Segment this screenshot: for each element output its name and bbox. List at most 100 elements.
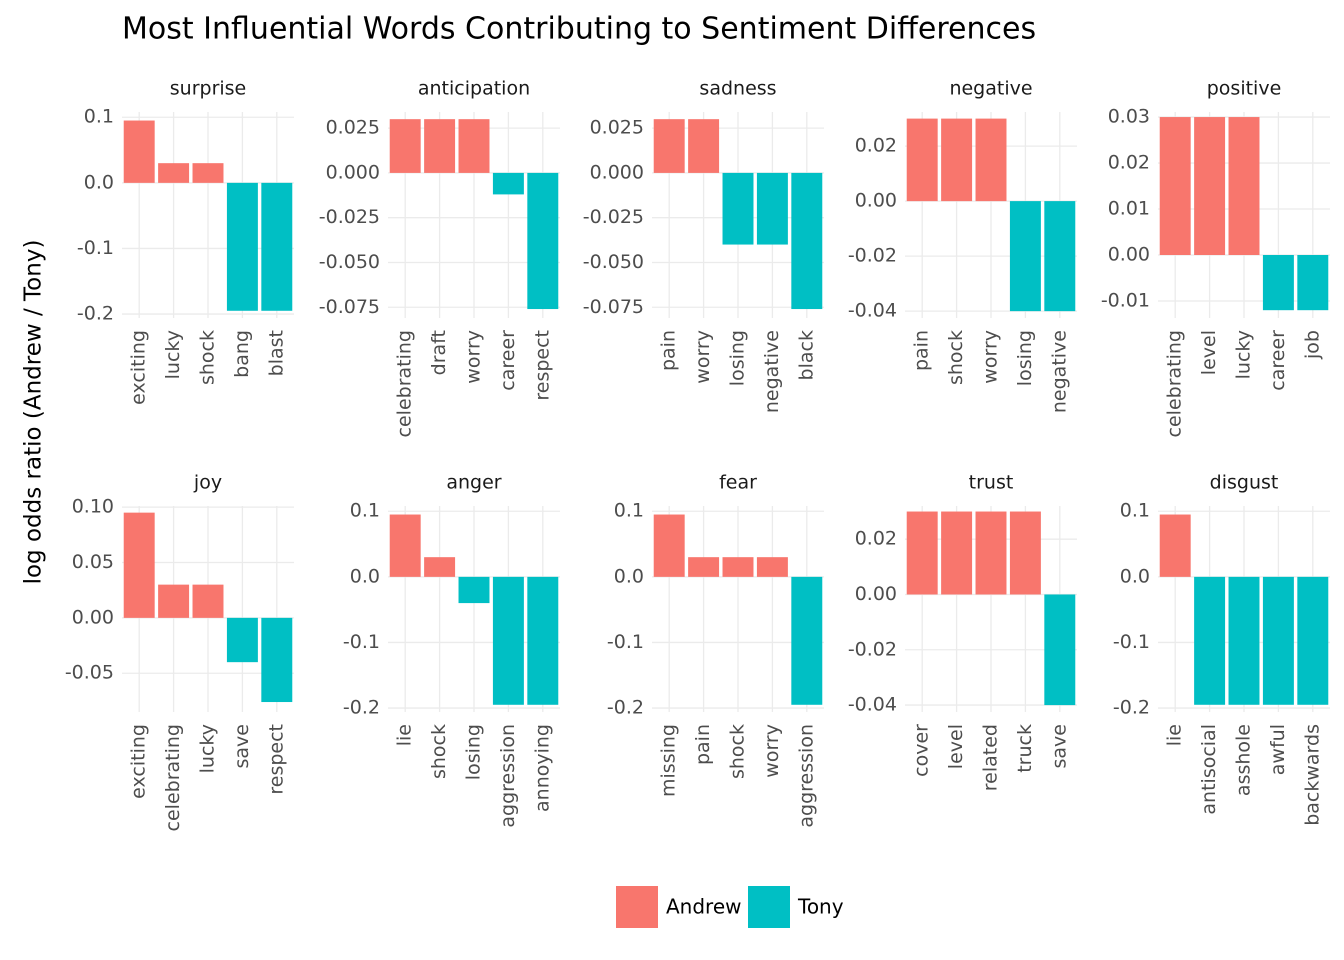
y-tick-label: -0.2 xyxy=(77,303,114,325)
bar xyxy=(941,118,973,202)
y-tick-label: 0.02 xyxy=(855,528,897,550)
x-tick-label: aggression xyxy=(497,724,519,828)
bar xyxy=(1262,576,1294,705)
y-tick-label: 0.0 xyxy=(1120,565,1150,587)
bar xyxy=(424,557,456,577)
facet-title: trust xyxy=(969,472,1014,494)
bar xyxy=(1194,576,1226,705)
y-tick-label: -0.075 xyxy=(583,296,644,318)
y-tick-label: -0.04 xyxy=(848,694,897,716)
bar xyxy=(756,557,788,577)
x-tick-label: respect xyxy=(531,330,553,401)
x-tick-label: celebrating xyxy=(162,724,184,831)
bar xyxy=(1297,576,1329,705)
x-tick-label: respect xyxy=(265,724,287,795)
bar xyxy=(458,119,490,173)
x-tick-label: losing xyxy=(1014,330,1036,386)
x-tick-label: level xyxy=(1198,330,1220,375)
y-tick-label: 0.1 xyxy=(1120,500,1150,522)
y-tick-label: 0.1 xyxy=(84,106,114,128)
x-tick-label: cover xyxy=(911,724,933,777)
bar xyxy=(756,172,788,245)
facet-title: negative xyxy=(949,78,1032,100)
y-tick-label: 0.1 xyxy=(614,500,644,522)
x-tick-label: awful xyxy=(1267,724,1289,775)
bar xyxy=(1228,117,1260,256)
x-tick-label: worry xyxy=(463,330,485,384)
facet-title: anticipation xyxy=(418,78,530,100)
y-tick-label: 0.00 xyxy=(855,190,897,212)
bar xyxy=(458,576,490,604)
y-tick-label: -0.050 xyxy=(583,251,644,273)
bar xyxy=(791,576,823,705)
x-tick-label: shock xyxy=(727,724,749,779)
x-tick-label: antisocial xyxy=(1198,724,1220,815)
x-tick-label: worry xyxy=(980,330,1002,384)
y-tick-label: 0.10 xyxy=(72,496,114,518)
y-tick-label: -0.050 xyxy=(319,251,380,273)
y-tick-label: 0.0 xyxy=(614,565,644,587)
facet-title: anger xyxy=(446,472,501,494)
x-tick-label: backwards xyxy=(1301,724,1323,826)
bar xyxy=(791,172,823,310)
bar xyxy=(1159,117,1191,256)
bar xyxy=(192,584,224,618)
bar xyxy=(722,172,754,245)
x-tick-label: lucky xyxy=(197,724,219,773)
y-tick-label: -0.2 xyxy=(607,697,644,719)
x-tick-label: negative xyxy=(761,330,783,413)
bar xyxy=(492,576,524,705)
x-tick-label: negative xyxy=(1048,330,1070,413)
legend-swatch xyxy=(616,886,658,928)
x-tick-label: lucky xyxy=(162,330,184,379)
bar xyxy=(1262,255,1294,311)
bar xyxy=(688,119,720,173)
bar xyxy=(1194,117,1226,256)
bar xyxy=(941,511,973,595)
legend-label: Tony xyxy=(797,895,844,919)
facet-title: fear xyxy=(719,472,757,494)
y-tick-label: -0.05 xyxy=(65,662,114,684)
x-tick-label: pain xyxy=(692,724,714,765)
bar xyxy=(389,119,421,173)
x-tick-label: truck xyxy=(1014,724,1036,773)
bar xyxy=(722,557,754,577)
bar xyxy=(226,182,258,311)
bar xyxy=(226,617,258,663)
facet-title: surprise xyxy=(170,78,247,100)
y-tick-label: 0.025 xyxy=(326,117,380,139)
facet-title: disgust xyxy=(1210,472,1279,494)
y-tick-label: 0.000 xyxy=(590,161,644,183)
x-tick-label: lucky xyxy=(1233,330,1255,379)
x-tick-label: career xyxy=(1267,330,1289,391)
y-tick-label: -0.02 xyxy=(848,638,897,660)
bar xyxy=(906,511,938,595)
y-tick-label: 0.03 xyxy=(1108,106,1150,128)
x-tick-label: lie xyxy=(394,724,416,746)
y-tick-label: -0.04 xyxy=(848,300,897,322)
bar xyxy=(123,120,155,183)
y-tick-label: 0.02 xyxy=(1108,152,1150,174)
bar xyxy=(389,514,421,577)
y-tick-label: -0.1 xyxy=(607,631,644,653)
x-tick-label: celebrating xyxy=(394,330,416,437)
bar xyxy=(1044,201,1076,312)
y-tick-label: 0.1 xyxy=(350,500,380,522)
x-tick-label: losing xyxy=(727,330,749,386)
facet-title: joy xyxy=(193,472,222,494)
bar xyxy=(1159,514,1191,577)
bar xyxy=(1009,511,1041,595)
x-tick-label: lie xyxy=(1164,724,1186,746)
x-tick-label: shock xyxy=(428,724,450,779)
legend-swatch xyxy=(748,886,790,928)
y-tick-label: -0.1 xyxy=(77,237,114,259)
chart-title: Most Influential Words Contributing to S… xyxy=(122,12,1036,47)
x-tick-label: save xyxy=(231,724,253,768)
y-tick-label: -0.2 xyxy=(343,697,380,719)
x-tick-label: celebrating xyxy=(1164,330,1186,437)
bar xyxy=(975,118,1007,202)
x-tick-label: worry xyxy=(692,330,714,384)
y-tick-label: -0.025 xyxy=(319,206,380,228)
y-tick-label: 0.02 xyxy=(855,135,897,157)
